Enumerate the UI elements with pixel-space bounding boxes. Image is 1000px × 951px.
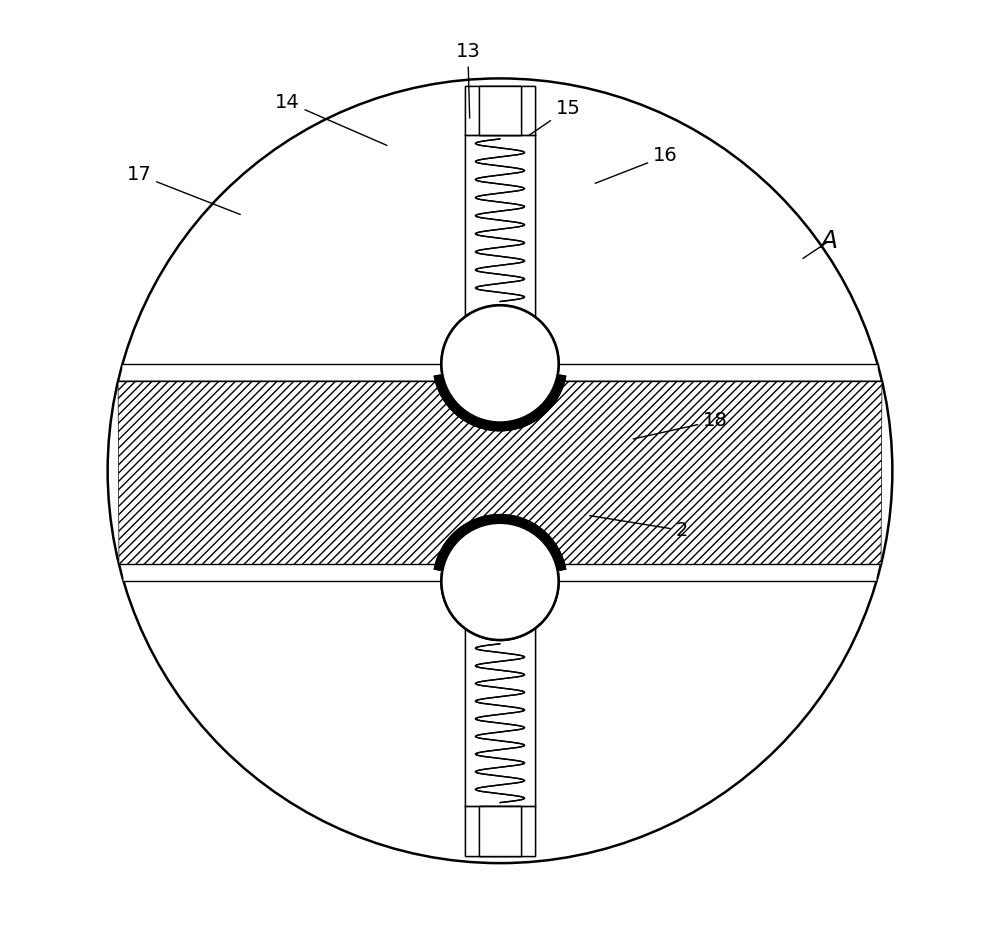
- Text: A: A: [820, 229, 838, 253]
- Bar: [479, 86, 521, 135]
- Bar: [479, 806, 521, 856]
- Text: 13: 13: [455, 43, 480, 118]
- Bar: [479, 86, 521, 135]
- Bar: [479, 806, 521, 856]
- Text: 14: 14: [275, 92, 387, 146]
- Bar: [465, 581, 535, 856]
- Circle shape: [441, 305, 559, 422]
- Text: 18: 18: [633, 411, 728, 439]
- Bar: [465, 86, 535, 364]
- Polygon shape: [122, 364, 878, 581]
- Text: 2: 2: [590, 515, 688, 540]
- Circle shape: [441, 523, 559, 640]
- Circle shape: [441, 305, 559, 422]
- Text: 17: 17: [126, 165, 240, 215]
- Circle shape: [441, 523, 559, 640]
- Text: 15: 15: [529, 99, 581, 135]
- Polygon shape: [118, 381, 882, 564]
- Text: 16: 16: [595, 146, 678, 184]
- Bar: [465, 86, 535, 364]
- Bar: [465, 581, 535, 856]
